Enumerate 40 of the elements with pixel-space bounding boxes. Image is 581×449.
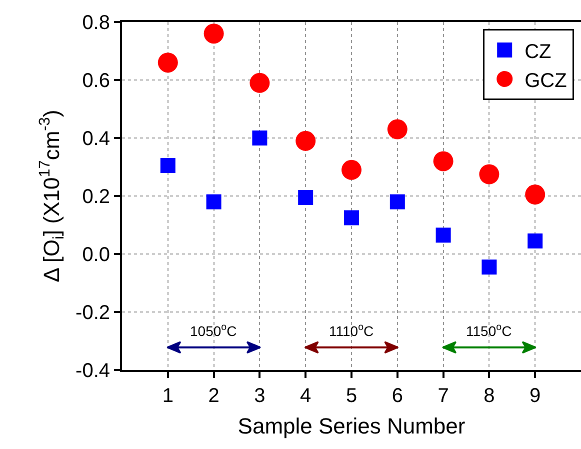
point	[252, 130, 268, 146]
legend-label: CZ	[524, 40, 552, 63]
x-tick-label: 4	[300, 385, 312, 407]
y-tick-label: 0.0	[82, 244, 110, 266]
x-tick-label: 2	[208, 385, 220, 407]
point	[204, 24, 224, 44]
y-tick-label: -0.2	[76, 302, 110, 324]
point	[298, 190, 314, 205]
x-tick-label: 1	[162, 385, 174, 407]
y-tick-label: 0.8	[82, 12, 110, 34]
point	[433, 151, 454, 172]
legend-label: GCZ	[524, 70, 567, 92]
x-tick-label: 6	[392, 385, 403, 407]
x-tick-label: 9	[530, 385, 541, 407]
point	[479, 164, 500, 184]
point	[160, 158, 176, 174]
y-tick-label: 0.2	[82, 186, 110, 208]
point	[296, 130, 316, 151]
point	[528, 233, 543, 248]
x-tick-label: 5	[346, 385, 358, 407]
x-tick-label: 3	[254, 385, 266, 407]
point	[250, 72, 270, 93]
annotation: 1110$^{o}$C	[329, 322, 374, 339]
point	[158, 52, 178, 73]
x-tick-label: 7	[438, 385, 449, 407]
point	[436, 228, 451, 243]
y-tick-label: -0.4	[76, 360, 110, 382]
point	[344, 210, 359, 226]
x-tick-label: 8	[484, 385, 495, 407]
point	[342, 160, 362, 180]
point	[390, 194, 405, 210]
y-tick-label: 0.4	[82, 128, 110, 150]
point	[482, 260, 497, 275]
point	[387, 119, 408, 140]
x-axis-title: Sample Series Number	[238, 413, 466, 438]
point	[206, 194, 222, 210]
y-tick-label: 0.6	[82, 70, 110, 92]
annotation: 1150$^{o}$C	[466, 322, 512, 339]
point	[525, 184, 546, 205]
annotation: 1050$^{o}$C	[190, 322, 237, 339]
